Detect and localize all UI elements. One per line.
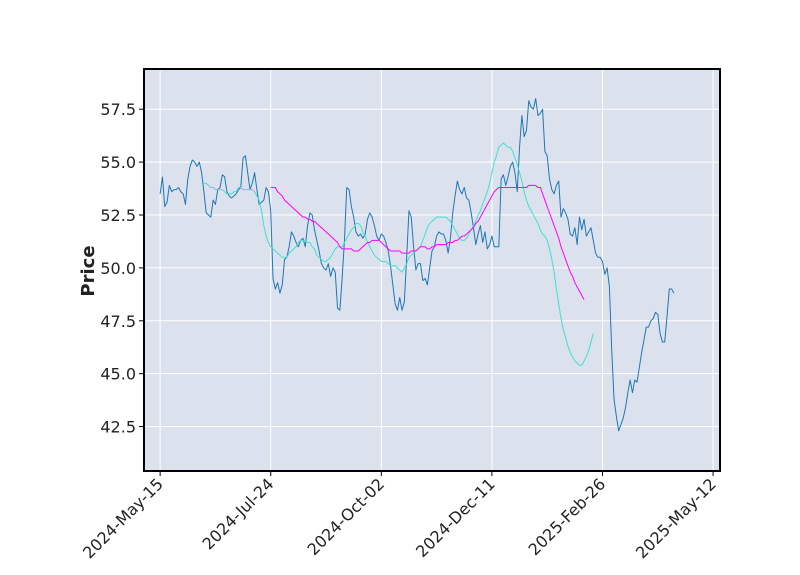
x-tick-label: 2025-Feb-26: [525, 474, 610, 559]
y-axis-label: Price: [78, 245, 99, 296]
x-tick-label: 2024-May-15: [79, 474, 167, 562]
plot-frame: [143, 68, 721, 472]
y-tick-label: 47.5: [100, 312, 136, 331]
y-tick-label: 55.0: [100, 153, 136, 172]
y-tick-label: 57.5: [100, 100, 136, 119]
price-series-group: [159, 98, 675, 432]
series-line-2: [270, 184, 585, 300]
y-tick-label: 45.0: [100, 365, 136, 384]
y-tick-label: 52.5: [100, 206, 136, 225]
series-line-1: [203, 142, 594, 366]
x-tick-label: 2024-Jul-24: [198, 474, 277, 553]
series-line-0: [159, 98, 675, 432]
x-tick-label: 2024-Dec-11: [412, 474, 499, 561]
x-tick-label: 2025-May-12: [632, 474, 720, 562]
grid-lines: [144, 69, 720, 471]
y-tick-label: 42.5: [100, 418, 136, 437]
y-tick-label: 50.0: [100, 259, 136, 278]
x-tick-label: 2024-Oct-02: [303, 474, 388, 559]
y-axis-ticks: 42.5 45.0 47.5 50.0 52.5 55.0 57.5: [100, 100, 144, 437]
plot-background: [144, 69, 720, 471]
x-axis-ticks: 2024-May-15 2024-Jul-24 2024-Oct-02 2024-De…: [79, 471, 720, 562]
